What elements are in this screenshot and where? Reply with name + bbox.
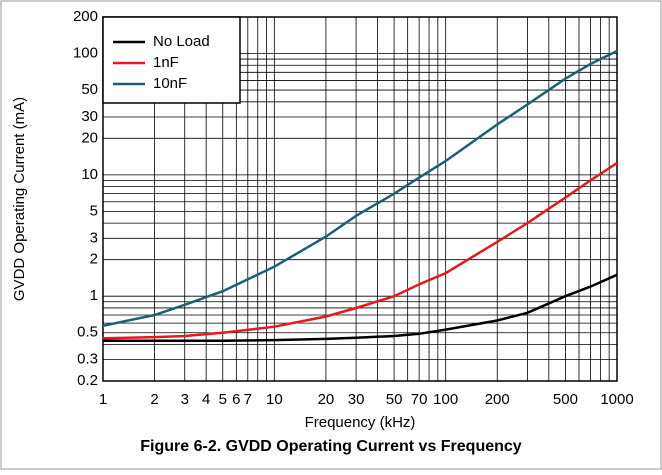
x-tick-label: 2 xyxy=(150,391,158,408)
x-tick-label: 5 xyxy=(219,391,227,408)
x-tick-label: 6 xyxy=(232,391,240,408)
x-tick-label: 7 xyxy=(244,391,252,408)
x-tick-label: 1000 xyxy=(600,391,633,408)
x-tick-label: 50 xyxy=(386,391,403,408)
y-tick-label: 20 xyxy=(81,129,98,146)
series-line xyxy=(102,162,618,340)
y-tick-label: 50 xyxy=(81,81,98,98)
x-tick-label: 100 xyxy=(433,391,458,408)
x-axis-label: Frequency (kHz) xyxy=(305,414,416,431)
y-tick-label: 30 xyxy=(81,108,98,125)
series-line xyxy=(103,273,618,342)
x-tick-label: 10 xyxy=(266,391,283,408)
x-tick-label: 20 xyxy=(318,391,335,408)
legend-label: 1nF xyxy=(153,54,179,71)
y-tick-label: 0.2 xyxy=(77,372,98,389)
y-tick-label: 10 xyxy=(81,166,98,183)
legend-box xyxy=(102,16,241,104)
x-tick-label: 70 xyxy=(411,391,428,408)
x-tick-label: 3 xyxy=(181,391,189,408)
legend-label: 10nF xyxy=(153,75,187,92)
y-tick-label: 3 xyxy=(90,229,98,246)
y-axis-label: GVDD Operating Current (mA) xyxy=(11,97,28,301)
y-tick-label: 0.3 xyxy=(77,351,98,368)
y-tick-label: 100 xyxy=(73,44,98,61)
y-tick-label: 2 xyxy=(90,251,98,268)
x-tick-label: 4 xyxy=(202,391,210,408)
x-tick-label: 30 xyxy=(348,391,365,408)
chart-title: Figure 6-2. GVDD Operating Current vs Fr… xyxy=(140,438,522,455)
legend-label: No Load xyxy=(153,33,210,50)
y-tick-label: 5 xyxy=(90,202,98,219)
x-tick-label: 1 xyxy=(99,391,107,408)
x-tick-label: 200 xyxy=(485,391,510,408)
series-line xyxy=(102,49,618,328)
y-tick-label: 1 xyxy=(90,287,98,304)
plot-border xyxy=(102,16,618,382)
y-tick-label: 0.5 xyxy=(77,324,98,341)
y-tick-label: 200 xyxy=(73,8,98,25)
x-tick-label: 500 xyxy=(553,391,578,408)
